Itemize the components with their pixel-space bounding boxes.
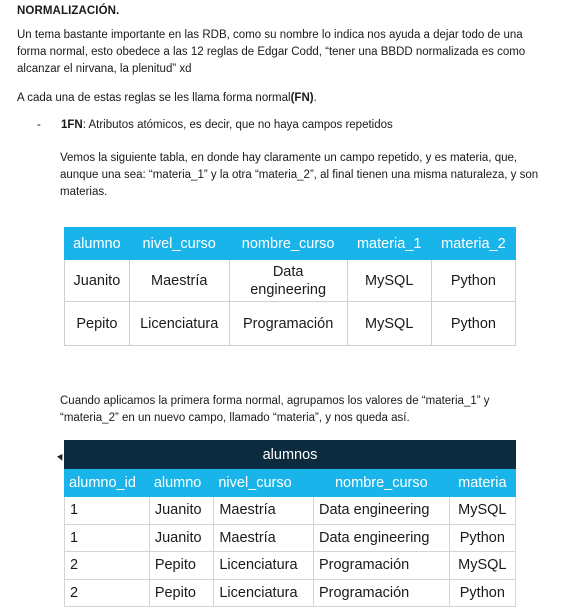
table2-header-row: alumno_id alumno nivel_curso nombre_curs… (64, 468, 517, 497)
table2-cell: MySQL (448, 551, 517, 580)
table1-header-cell: nivel_curso (128, 227, 230, 260)
table2-cell: Python (448, 578, 517, 607)
table1-header-row: alumno nivel_curso nombre_curso materia_… (64, 227, 517, 260)
doc-title: NORMALIZACIÓN. (17, 5, 120, 17)
table2-header-cell: alumno (148, 468, 215, 497)
table1-cell: Pepito (64, 301, 130, 346)
table1-cell: Data engineering (228, 259, 348, 302)
bullet-body: : Atributos atómicos, es decir, que no h… (82, 119, 393, 131)
table2-cell: MySQL (448, 496, 517, 525)
bullet-dash: - (37, 119, 41, 131)
table2-header-cell: nombre_curso (312, 468, 450, 497)
table1-header-cell: alumno (64, 227, 130, 260)
table2-cell: 2 (64, 551, 150, 580)
table2-cell: Programación (312, 551, 450, 580)
forma-normal-paragraph: A cada una de estas reglas se les llama … (17, 90, 547, 107)
table-normalized-wrapper: alumnos alumno_id alumno nivel_curso nom… (64, 440, 517, 607)
table1-header-cell: nombre_curso (228, 227, 348, 260)
table2-cell: Pepito (148, 578, 215, 607)
table2-cell: 2 (64, 578, 150, 607)
table-row: 1 Juanito Maestría Data engineering Pyth… (64, 523, 517, 552)
p2-suffix: . (313, 92, 317, 104)
p2-prefix: A cada una de estas reglas se les llama … (17, 92, 291, 104)
table-row: Juanito Maestría Data engineering MySQL … (64, 259, 517, 302)
intro-paragraph: Un tema bastante importante en las RDB, … (17, 29, 526, 75)
table2-header-cell: materia (448, 468, 517, 497)
bullet-text: 1FN: Atributos atómicos, es decir, que n… (61, 117, 393, 134)
table-row: 2 Pepito Licenciatura Programación Pytho… (64, 578, 517, 607)
table1-cell: MySQL (346, 259, 432, 302)
table-row: Pepito Licenciatura Programación MySQL P… (64, 301, 517, 346)
table1-cell: MySQL (346, 301, 432, 346)
table2-cell: Programación (312, 578, 450, 607)
table2-cell: 1 (64, 496, 150, 525)
table2-cell: 1 (64, 523, 150, 552)
table1-cell: Maestría (128, 259, 230, 302)
p2-bold: (FN) (290, 92, 314, 104)
table1-explanation: Vemos la siguiente tabla, en donde hay c… (60, 152, 539, 198)
table2-explanation: Cuando aplicamos la primera forma normal… (60, 395, 490, 424)
table2-cell: Pepito (148, 551, 215, 580)
table-row: 2 Pepito Licenciatura Programación MySQL (64, 551, 517, 580)
table2-caption: alumnos (64, 440, 516, 469)
table2-header-cell: alumno_id (64, 468, 150, 497)
table2-cell: Python (448, 523, 517, 552)
table-normalized: alumnos alumno_id alumno nivel_curso nom… (64, 440, 517, 607)
table2-cell: Maestría (213, 496, 314, 525)
table1-cell: Python (430, 301, 517, 346)
table2-cell: Licenciatura (213, 578, 314, 607)
table2-cell: Juanito (148, 496, 215, 525)
table1-cell: Licenciatura (128, 301, 230, 346)
table1-cell: Juanito (64, 259, 130, 302)
bullet-bold: 1FN (61, 119, 83, 131)
table1-cell: Programación (228, 301, 348, 346)
table2-cell: Data engineering (312, 523, 450, 552)
table2-cell: Maestría (213, 523, 314, 552)
table1-cell: Python (430, 259, 517, 302)
table-unnormalized: alumno nivel_curso nombre_curso materia_… (64, 227, 517, 346)
table2-cell: Juanito (148, 523, 215, 552)
table2-caption-row: alumnos (64, 440, 516, 469)
table2-cell: Data engineering (312, 496, 450, 525)
table-row: 1 Juanito Maestría Data engineering MySQ… (64, 496, 517, 525)
table2-header-cell: nivel_curso (213, 468, 314, 497)
table1-header-cell: materia_1 (346, 227, 432, 260)
table1-header-cell: materia_2 (430, 227, 517, 260)
table2-cell: Licenciatura (213, 551, 314, 580)
